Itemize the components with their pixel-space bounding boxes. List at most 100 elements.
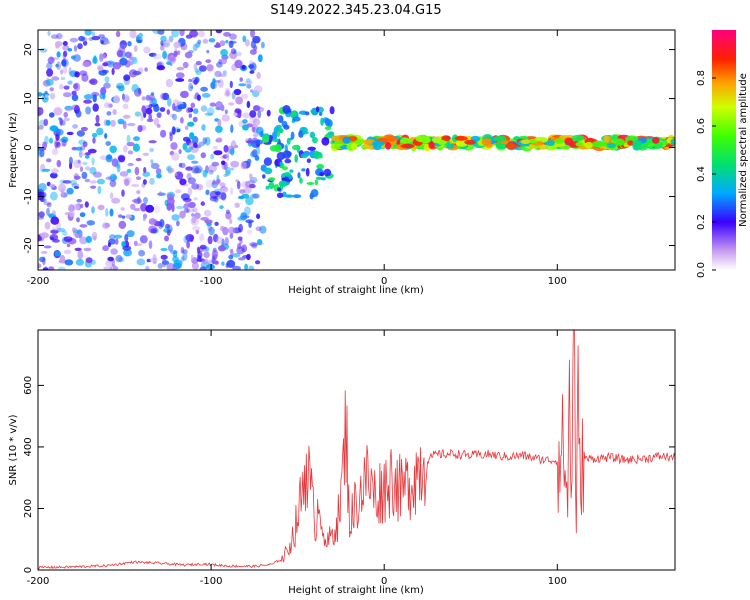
spectrogram-cell: [249, 70, 255, 74]
spectrogram-cell: [150, 162, 160, 170]
spectrogram-cell: [84, 201, 89, 208]
spectrogram-cell: [215, 30, 223, 34]
spectrogram-cell: [218, 245, 226, 252]
spectrogram-cell: [38, 182, 47, 192]
spectrogram-cell: [85, 152, 91, 156]
spectrogram-cell: [59, 83, 64, 90]
spectrogram-cell: [174, 171, 184, 180]
spectrogram-cell: [591, 140, 605, 148]
spectrogram-cell: [102, 222, 110, 229]
spectrogram-cell: [245, 219, 254, 224]
spectrogram-cell: [266, 109, 271, 117]
spectrogram-cell: [123, 74, 131, 81]
spectrogram-cell: [172, 266, 177, 270]
spectrogram-cell: [464, 139, 476, 145]
spectrogram-cell: [118, 85, 125, 92]
spectrogram-cell: [117, 118, 125, 125]
spectrogram-cell: [71, 104, 80, 111]
spectrogram-cell: [225, 89, 230, 96]
snr-x-tick-label: -200: [27, 576, 50, 587]
spectrogram-cell: [160, 35, 167, 42]
spectrogram-cell: [109, 145, 117, 154]
spectrogram-cell: [195, 60, 202, 66]
spectrogram-cell: [137, 125, 143, 133]
spectrogram-cell: [323, 168, 332, 177]
spectrogram-cell: [245, 39, 250, 47]
spectrogram-cell: [256, 71, 261, 80]
spectrogram-cell: [244, 206, 251, 216]
spectrogram-cell: [80, 145, 86, 151]
spectrogram-cell: [242, 112, 251, 119]
spectrogram-cell: [254, 37, 260, 44]
spectrogram-cell: [112, 61, 121, 70]
spectrogram-cell: [143, 167, 147, 174]
spectrogram-cell: [187, 154, 195, 161]
spectrogram-cell: [216, 137, 223, 143]
spectrogram-cell: [38, 211, 45, 218]
spectrogram-cell: [235, 96, 244, 105]
snr-x-tick-label: -100: [200, 576, 223, 587]
spectrogram-cell: [237, 243, 242, 250]
spectrogram-cell: [262, 174, 266, 179]
spectrogram-cell: [179, 210, 186, 219]
spectrogram-cell: [105, 176, 112, 180]
spectrogram-cell: [131, 199, 140, 203]
spectrogram-cell: [107, 242, 112, 248]
spectrogram-cell: [142, 213, 148, 219]
spectrogram-cell: [246, 123, 254, 128]
spectrogram-cell: [321, 137, 330, 146]
spectrogram-cell: [217, 118, 222, 127]
spectrogram-cell: [157, 30, 165, 35]
spectrogram-cell: [215, 179, 220, 186]
spectrogram-cell: [63, 236, 73, 243]
spectrogram-cell: [164, 235, 169, 242]
spectrogram-cell: [182, 61, 189, 69]
spectrogram-cell: [59, 255, 66, 264]
spectrogram-cell: [126, 168, 132, 173]
spectrogram-cell: [197, 39, 202, 45]
spectrogram-cell: [162, 50, 168, 60]
spectrogram-cell: [206, 264, 215, 270]
spectrogram-cell: [110, 119, 116, 127]
spectrogram-cell: [112, 109, 117, 115]
spectrogram-cell: [203, 209, 212, 217]
spectrogram-cell: [446, 143, 455, 149]
spectrogram-cell: [175, 189, 182, 194]
spectrogram-cell: [127, 122, 136, 127]
snr-panel: -200 -100 0 100 0 200 400 600 Height of straig…: [8, 329, 676, 596]
spectrogram-cell: [200, 86, 208, 92]
spectrogram-cell: [252, 193, 260, 199]
spectrogram-cell: [91, 31, 96, 37]
spectrogram-cell: [261, 135, 270, 143]
spectrogram-cell: [50, 57, 60, 61]
spectrogram-cell: [177, 50, 181, 55]
spectrogram-cell: [242, 35, 247, 43]
spectrogram-cell: [180, 247, 185, 254]
spectrogram-cell: [105, 119, 111, 126]
snr-background: [38, 330, 675, 570]
spectrogram-cell: [237, 236, 243, 241]
spectrogram-cell: [232, 252, 241, 258]
spectrogram-cell: [282, 150, 292, 159]
spectrogram-cell: [148, 218, 157, 225]
spectrogram-cell: [331, 135, 342, 142]
spectrogram-cell: [103, 266, 113, 270]
snr-y-label: SNR (10 * v/v): [8, 414, 19, 485]
spectrogram-cell: [92, 56, 98, 65]
spectrogram-cell: [40, 232, 49, 239]
spectrogram-cell: [575, 141, 584, 147]
spectrogram-cell: [160, 129, 167, 138]
spectrogram-cell: [140, 112, 144, 122]
spectrogram-cell: [229, 248, 234, 254]
spectrogram-cell: [166, 229, 171, 236]
spectrogram-cell: [69, 37, 79, 43]
spectrogram-cell: [118, 214, 123, 218]
spectrogram-cell: [159, 219, 165, 228]
spectrogram-cell: [317, 155, 323, 159]
spectrogram-cell: [105, 155, 113, 163]
spectrogram-cell: [441, 135, 451, 142]
spectrogram-cell: [652, 137, 660, 144]
spectrogram-cell: [255, 146, 261, 155]
spectrogram-cell: [84, 30, 92, 36]
spectrogram-cell: [74, 71, 80, 78]
